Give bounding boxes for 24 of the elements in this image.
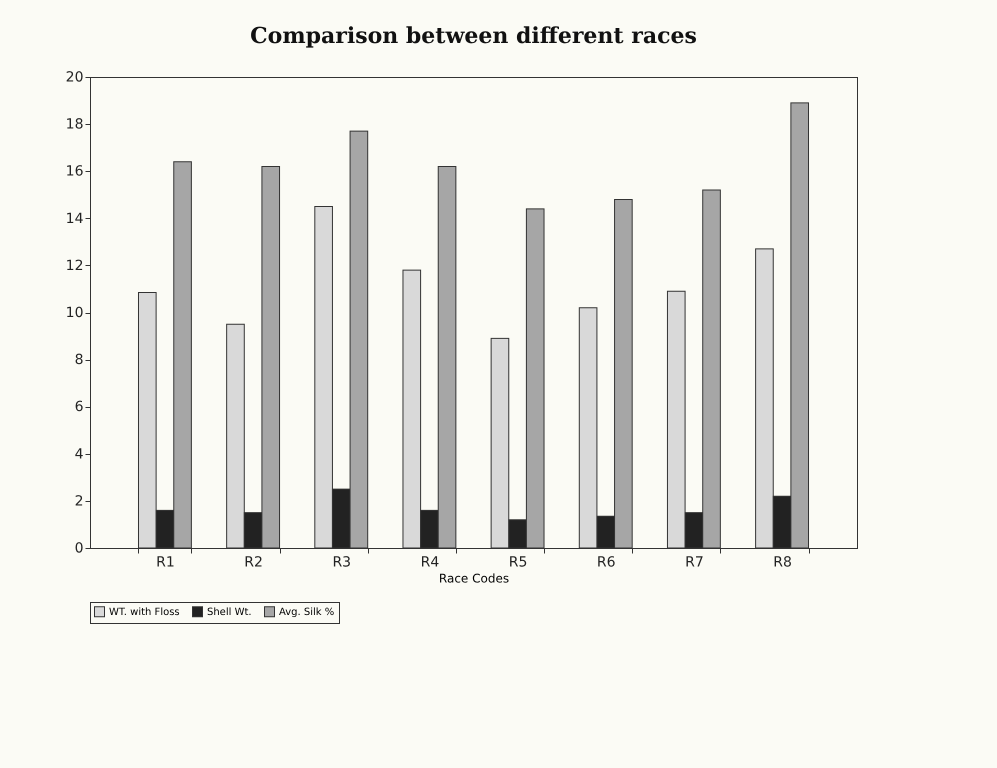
- y-tick-label: 2: [74, 493, 84, 510]
- x-tick-label: R1: [156, 554, 175, 570]
- y-tick-label: 6: [74, 399, 84, 416]
- x-tick-label: R5: [508, 554, 528, 570]
- y-tick-label: 18: [66, 116, 84, 133]
- y-tick-label: 10: [66, 305, 84, 321]
- x-tick-label: R6: [596, 554, 616, 570]
- x-axis-title: Race Codes: [438, 572, 510, 586]
- legend-label: Avg. Silk %: [279, 606, 334, 618]
- y-tick-label: 16: [66, 164, 84, 180]
- y-tick-label: 0: [74, 540, 84, 556]
- y-tick-label: 12: [66, 258, 84, 274]
- legend-label: Shell Wt.: [207, 606, 252, 618]
- legend-label: WT. with Floss: [109, 606, 180, 618]
- x-tick-label: R3: [332, 554, 352, 570]
- x-tick-label: R8: [773, 554, 792, 570]
- x-tick-label: R7: [685, 554, 704, 570]
- x-tick-label: R4: [420, 554, 440, 570]
- y-tick-label: 4: [74, 446, 84, 462]
- x-tick-label: R2: [244, 554, 263, 570]
- y-tick-label: 14: [66, 210, 84, 227]
- y-tick-label: 20: [66, 70, 84, 86]
- y-tick-label: 8: [74, 352, 84, 368]
- chart-title: Comparison between different races: [250, 23, 697, 49]
